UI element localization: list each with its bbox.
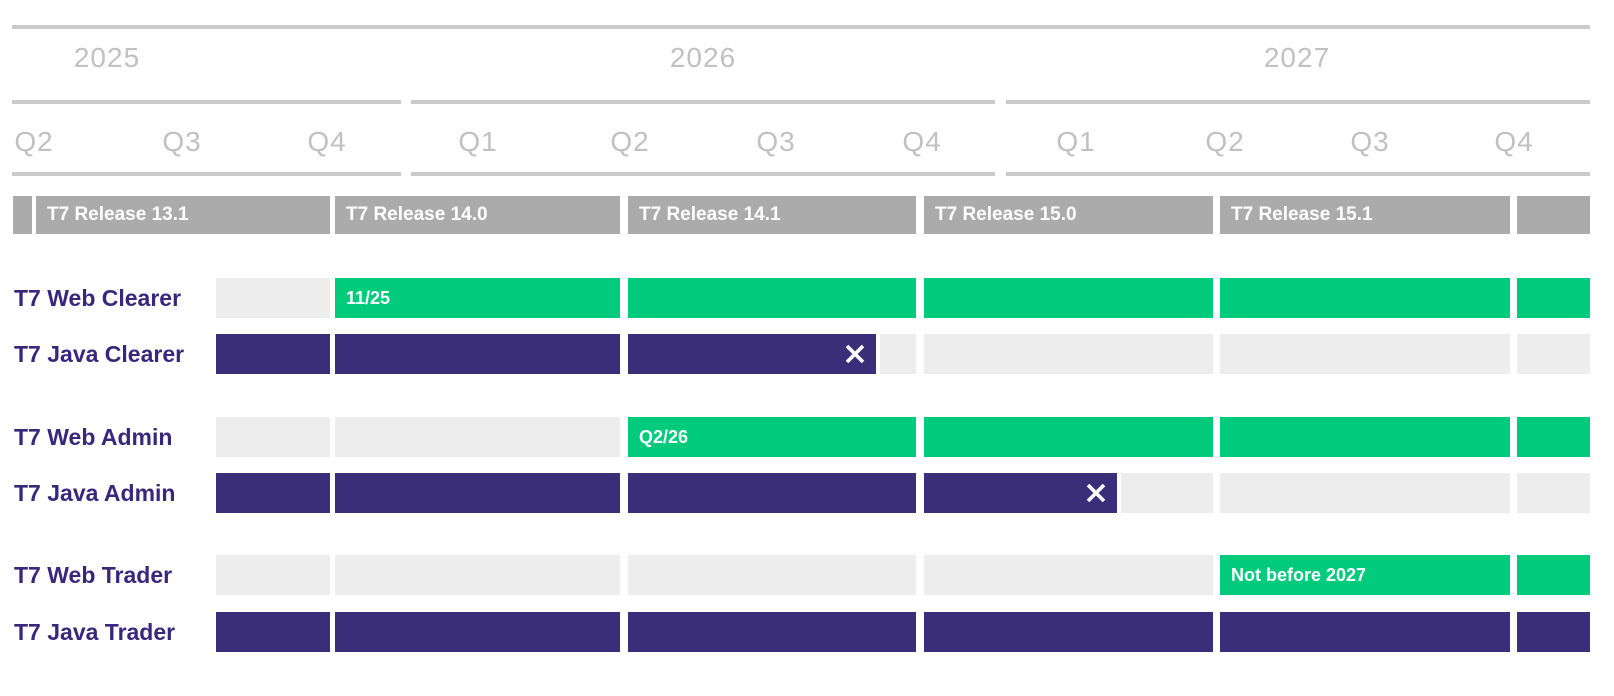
release-label: T7 Release 15.1: [1231, 204, 1373, 225]
bar-segment-purple: [1517, 612, 1590, 652]
bar-segment-green: [628, 278, 916, 318]
bar-segment-gray: [216, 417, 330, 457]
row-label: T7 Java Admin: [14, 479, 176, 506]
bar-segment-gray: [335, 555, 620, 595]
release-bar: [13, 196, 32, 234]
row-label: T7 Web Admin: [14, 423, 173, 450]
year-label: 2025: [73, 42, 141, 73]
quarter-label: Q3: [756, 126, 796, 157]
quarter-label: Q1: [458, 126, 498, 157]
row-label: T7 Java Trader: [14, 618, 176, 645]
bar-segment-purple: [216, 612, 330, 652]
end-of-support-x-icon: [1086, 483, 1106, 503]
bar-segment-green: 11/25: [335, 278, 620, 318]
release-label: T7 Release 14.1: [639, 204, 781, 225]
bar-label: Q2/26: [639, 426, 689, 447]
bar-segment-purple: [1220, 612, 1510, 652]
bar-segment-gray: [216, 278, 330, 318]
bar-segment-gray: [1121, 473, 1213, 513]
bar-segment-purple: [628, 612, 916, 652]
bar-segment-green: Q2/26: [628, 417, 916, 457]
release-bar: T7 Release 14.1: [628, 196, 916, 234]
bar-label: Not before 2027: [1231, 564, 1367, 585]
quarter-label: Q1: [1056, 126, 1096, 157]
bar-segment-purple: [335, 612, 620, 652]
bar-segment-green: Not before 2027: [1220, 555, 1510, 595]
bar-segment-gray: [335, 417, 620, 457]
bar-segment-purple: [216, 473, 330, 513]
quarter-label: Q2: [610, 126, 650, 157]
bar-segment-gray: [1517, 473, 1590, 513]
year-label: 2026: [669, 42, 737, 73]
bar-segment-gray: [628, 555, 916, 595]
release-bar: T7 Release 15.0: [924, 196, 1213, 234]
bar-segment-green: [1220, 417, 1510, 457]
quarter-rule: [12, 172, 401, 176]
release-bar: T7 Release 15.1: [1220, 196, 1510, 234]
quarter-label: Q4: [1494, 126, 1534, 157]
quarter-label: Q3: [1350, 126, 1390, 157]
release-label: T7 Release 13.1: [47, 204, 189, 225]
bar-segment-purple: [924, 612, 1213, 652]
quarter-label: Q2: [14, 126, 54, 157]
bar-segment-purple: [335, 473, 620, 513]
row-label: T7 Java Clearer: [14, 340, 185, 367]
release-bar: T7 Release 13.1: [36, 196, 330, 234]
row-label: T7 Web Clearer: [14, 284, 182, 311]
bar-segment-green: [924, 278, 1213, 318]
year-rule: [411, 100, 995, 104]
bar-segment-purple: [924, 473, 1117, 513]
row-label: T7 Web Trader: [14, 561, 173, 588]
bar-segment-gray: [880, 334, 916, 374]
year-rule: [1006, 100, 1590, 104]
bar-segment-gray: [1517, 334, 1590, 374]
quarter-label: Q4: [307, 126, 347, 157]
bar-segment-green: [1517, 417, 1590, 457]
bar-label: 11/25: [346, 287, 391, 308]
release-label: T7 Release 14.0: [346, 204, 488, 225]
bar-segment-green: [1517, 278, 1590, 318]
timeline-top-rule: [12, 25, 1590, 29]
bar-segment-purple: [216, 334, 330, 374]
bar-segment-purple: [628, 473, 916, 513]
bar-segment-gray: [216, 555, 330, 595]
bar-segment-gray: [924, 555, 1213, 595]
bar-segment-gray: [1220, 473, 1510, 513]
quarter-rule: [1006, 172, 1590, 176]
release-bar: T7 Release 14.0: [335, 196, 620, 234]
bar-segment-green: [1220, 278, 1510, 318]
quarter-label: Q3: [162, 126, 202, 157]
quarter-rule: [411, 172, 995, 176]
bar-segment-purple: [628, 334, 876, 374]
year-label: 2027: [1263, 42, 1331, 73]
release-label: T7 Release 15.0: [935, 204, 1077, 225]
bar-segment-gray: [924, 334, 1213, 374]
quarter-label: Q4: [902, 126, 942, 157]
year-rule: [12, 100, 401, 104]
bar-segment-green: [1517, 555, 1590, 595]
release-bar: [1517, 196, 1590, 234]
quarter-label: Q2: [1205, 126, 1245, 157]
bar-segment-gray: [1220, 334, 1510, 374]
end-of-support-x-icon: [845, 344, 865, 364]
bar-segment-green: [924, 417, 1213, 457]
bar-segment-purple: [335, 334, 620, 374]
